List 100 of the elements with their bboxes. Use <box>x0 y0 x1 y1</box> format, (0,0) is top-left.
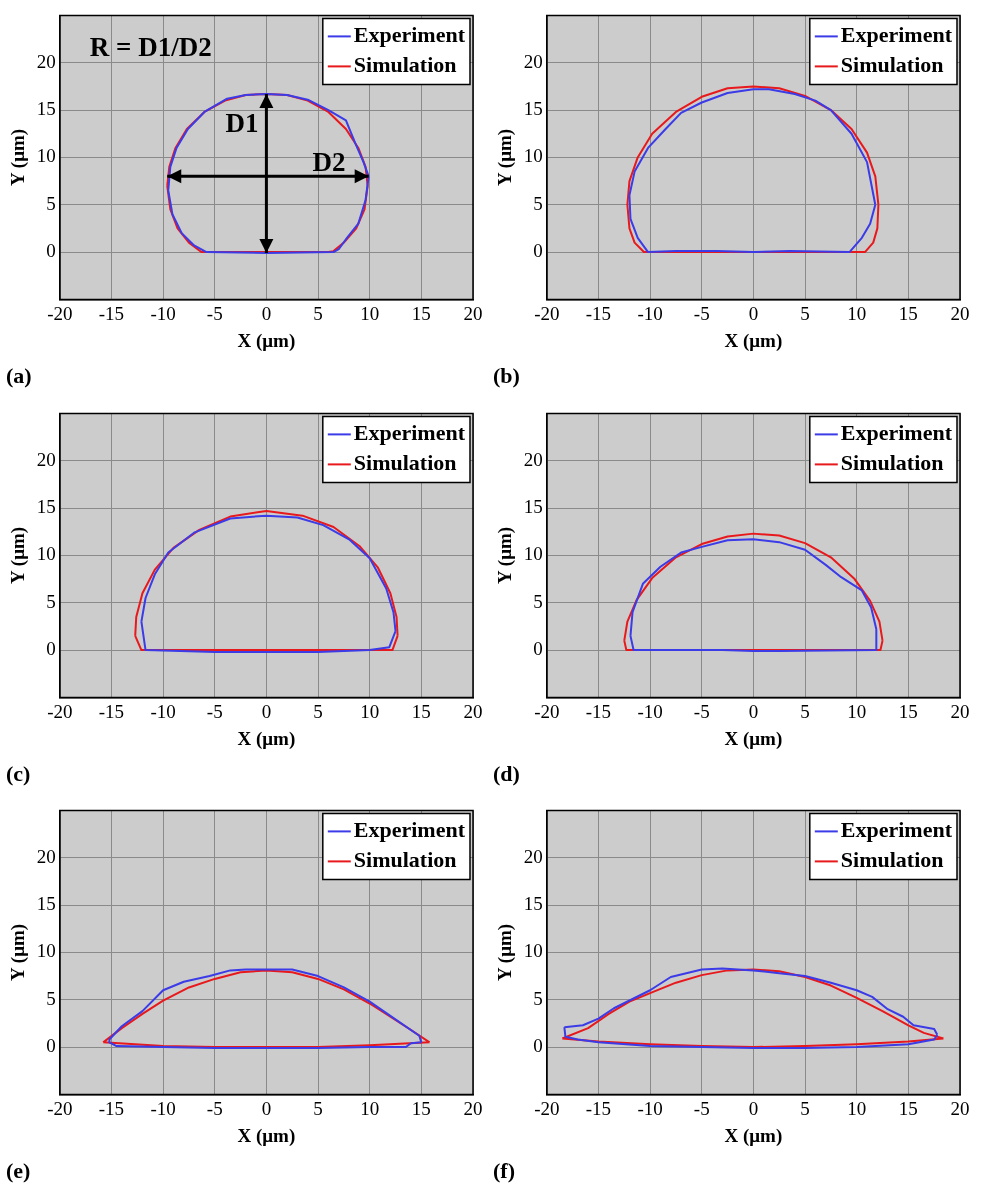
legend-label: Simulation <box>840 52 944 78</box>
x-tick-label: 15 <box>898 700 918 722</box>
legend-label: Experiment <box>840 419 953 445</box>
y-tick-label: 15 <box>523 98 543 120</box>
text: (c) <box>6 760 31 786</box>
x-tick-label: -15 <box>98 302 125 324</box>
x-tick-label: -20 <box>47 700 73 722</box>
x-tick-label: 5 <box>313 302 323 324</box>
y-tick-label: 0 <box>46 637 56 659</box>
y-tick-label: 0 <box>46 240 56 262</box>
x-axis-title: X (μm) <box>237 329 296 352</box>
y-tick-label: 10 <box>523 145 543 167</box>
x-tick-label: 5 <box>313 1097 323 1119</box>
y-tick-label: 20 <box>36 50 56 72</box>
y-tick-label: 10 <box>36 145 56 167</box>
y-tick-label: 5 <box>46 192 56 214</box>
x-tick-label: -5 <box>206 700 223 722</box>
x-tick-label: 20 <box>950 1097 970 1119</box>
x-tick-label: -5 <box>693 700 710 722</box>
y-tick-label: 15 <box>36 98 56 120</box>
x-tick-label: 10 <box>847 1097 867 1119</box>
legend-label: Simulation <box>353 52 457 78</box>
legend-label: Simulation <box>353 449 457 475</box>
y-axis-title: Y (μm) <box>7 923 30 981</box>
x-tick-label: 10 <box>847 700 867 722</box>
x-tick-label: 0 <box>748 302 759 324</box>
y-tick-label: 15 <box>36 495 56 517</box>
x-tick-label: 0 <box>261 1097 272 1119</box>
x-tick-label: -5 <box>693 1097 710 1119</box>
text: (a) <box>6 363 32 388</box>
y-tick-label: 15 <box>36 893 56 915</box>
x-tick-label: -5 <box>206 302 223 324</box>
y-axis-title: Y (μm) <box>7 526 30 584</box>
y-axis-title: Y (μm) <box>7 128 30 186</box>
x-tick-label: -5 <box>693 302 710 324</box>
x-tick-label: -20 <box>534 700 560 722</box>
text: (f) <box>493 1158 515 1183</box>
legend-label: Experiment <box>840 22 953 48</box>
x-tick-label: -15 <box>98 700 125 722</box>
x-tick-label: 5 <box>800 1097 810 1119</box>
x-tick-label: 5 <box>313 700 323 722</box>
x-tick-label: 0 <box>261 700 272 722</box>
x-tick-label: 10 <box>360 700 380 722</box>
x-tick-label: 5 <box>800 302 810 324</box>
y-axis-title: Y (μm) <box>494 128 517 186</box>
x-tick-label: 10 <box>847 302 867 324</box>
x-tick-label: -15 <box>98 1097 125 1119</box>
y-tick-label: 10 <box>523 940 543 962</box>
x-tick-label: 20 <box>463 302 483 324</box>
x-axis-title: X (μm) <box>724 727 783 750</box>
x-tick-label: 15 <box>411 1097 431 1119</box>
y-tick-label: 20 <box>523 50 543 72</box>
x-tick-label: 20 <box>950 700 970 722</box>
legend-label: Experiment <box>353 22 466 48</box>
x-tick-label: -20 <box>534 1097 560 1119</box>
legend-label: Experiment <box>840 817 953 843</box>
y-tick-label: 5 <box>533 590 543 612</box>
x-tick-label: 0 <box>748 700 759 722</box>
legend-label: Simulation <box>840 847 944 873</box>
x-tick-label: 20 <box>463 700 483 722</box>
x-tick-label: 10 <box>360 302 380 324</box>
y-tick-label: 5 <box>533 192 543 214</box>
y-tick-label: 20 <box>523 448 543 470</box>
x-axis-title: X (μm) <box>237 727 296 750</box>
x-tick-label: 20 <box>950 302 970 324</box>
text: (e) <box>6 1158 31 1183</box>
x-axis-title: X (μm) <box>724 329 783 352</box>
x-tick-label: 10 <box>360 1097 380 1119</box>
annotation: D1 <box>225 108 259 139</box>
legend-label: Simulation <box>840 449 944 475</box>
y-tick-label: 15 <box>523 495 543 517</box>
x-tick-label: 15 <box>898 1097 918 1119</box>
x-tick-label: 15 <box>411 700 431 722</box>
annotation: R = D1/D2 <box>89 32 212 63</box>
x-tick-label: -15 <box>585 700 612 722</box>
y-tick-label: 5 <box>533 987 543 1009</box>
x-tick-label: 0 <box>261 302 272 324</box>
y-axis-title: Y (μm) <box>494 923 517 981</box>
y-tick-label: 10 <box>36 542 56 564</box>
legend-label: Simulation <box>353 847 457 873</box>
text: (d) <box>493 760 520 786</box>
text: (b) <box>493 363 520 388</box>
x-tick-label: -10 <box>637 700 663 722</box>
x-tick-label: 20 <box>463 1097 483 1119</box>
legend-label: Experiment <box>353 419 466 445</box>
x-tick-label: -10 <box>637 302 663 324</box>
y-tick-label: 15 <box>523 893 543 915</box>
y-tick-label: 5 <box>46 590 56 612</box>
x-tick-label: -20 <box>534 302 560 324</box>
x-tick-label: -15 <box>585 302 612 324</box>
x-tick-label: 15 <box>411 302 431 324</box>
y-tick-label: 0 <box>533 240 543 262</box>
x-tick-label: -15 <box>585 1097 612 1119</box>
y-tick-label: 20 <box>36 448 56 470</box>
x-axis-title: X (μm) <box>724 1124 783 1147</box>
y-tick-label: 20 <box>36 845 56 867</box>
y-tick-label: 10 <box>36 940 56 962</box>
x-tick-label: -20 <box>47 1097 73 1119</box>
x-tick-label: 5 <box>800 700 810 722</box>
y-tick-label: 20 <box>523 845 543 867</box>
